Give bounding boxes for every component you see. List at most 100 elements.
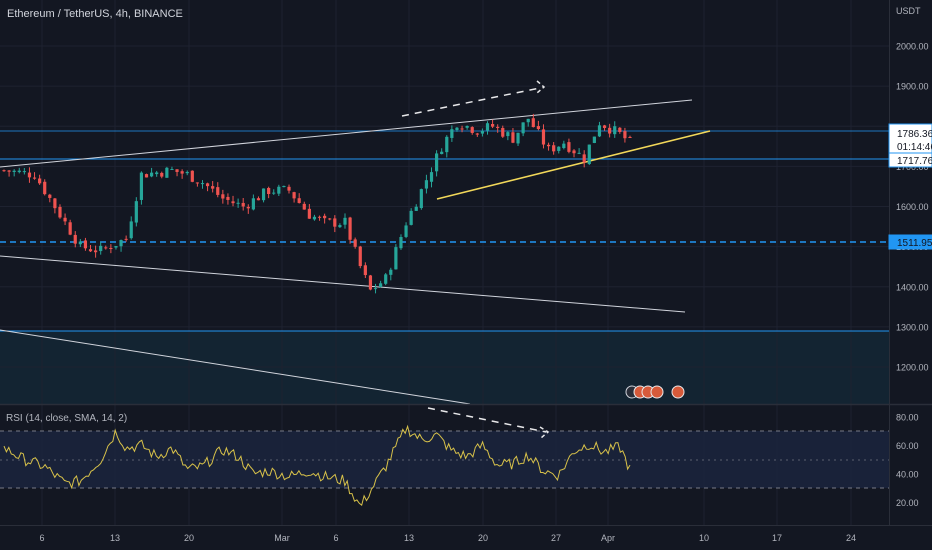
candle[interactable]	[2, 169, 6, 172]
candle[interactable]	[485, 121, 490, 135]
candle[interactable]	[190, 170, 194, 183]
candle[interactable]	[358, 245, 362, 269]
candle[interactable]	[373, 283, 378, 294]
candle[interactable]	[119, 239, 123, 252]
candle[interactable]	[506, 130, 510, 141]
candle[interactable]	[577, 148, 581, 155]
rsi-pane[interactable]: RSI (14, close, SMA, 14, 2)	[0, 407, 889, 506]
candle[interactable]	[267, 186, 271, 199]
candle[interactable]	[323, 213, 327, 224]
dashed-arrow-price[interactable]	[401, 80, 546, 117]
candle[interactable]	[155, 170, 159, 177]
candle[interactable]	[404, 222, 408, 239]
candle[interactable]	[317, 215, 322, 221]
candle[interactable]	[272, 189, 276, 195]
candle[interactable]	[68, 219, 72, 236]
event-markers[interactable]	[625, 385, 685, 399]
candle[interactable]	[490, 119, 495, 129]
candle[interactable]	[567, 138, 571, 154]
candle[interactable]	[460, 125, 464, 133]
candle[interactable]	[623, 127, 627, 143]
candle[interactable]	[99, 241, 103, 255]
candle[interactable]	[496, 124, 500, 133]
candle[interactable]	[129, 216, 133, 240]
candle[interactable]	[541, 124, 546, 149]
candle[interactable]	[389, 267, 393, 281]
yellow-support-trendline[interactable]	[436, 130, 711, 200]
candle[interactable]	[216, 182, 220, 198]
candle[interactable]	[134, 197, 138, 227]
candle[interactable]	[557, 146, 561, 154]
dashed-arrow-rsi[interactable]	[427, 407, 550, 439]
candle[interactable]	[43, 179, 47, 196]
candle[interactable]	[536, 120, 540, 131]
candle[interactable]	[465, 125, 469, 130]
candle[interactable]	[384, 272, 388, 286]
candle[interactable]	[185, 170, 189, 176]
time-axis[interactable]: 6 13 20 Mar 6 13 20 27 Apr 10 17 24	[0, 525, 932, 544]
candle[interactable]	[277, 184, 281, 197]
candle[interactable]	[343, 213, 347, 229]
candle[interactable]	[470, 126, 474, 135]
candle[interactable]	[312, 214, 317, 221]
candle[interactable]	[175, 169, 179, 177]
candle[interactable]	[221, 189, 225, 204]
candle[interactable]	[302, 201, 306, 210]
candle[interactable]	[205, 182, 210, 192]
candle[interactable]	[63, 213, 67, 226]
price-pane[interactable]: Ethereum / TetherUS, 4h, BINANCE	[0, 8, 889, 405]
candle[interactable]	[251, 194, 255, 211]
lower-channel-trendline[interactable]	[0, 255, 686, 313]
candle[interactable]	[307, 204, 311, 219]
candle[interactable]	[526, 118, 530, 127]
candle[interactable]	[7, 170, 11, 177]
candle[interactable]	[27, 167, 32, 183]
candle[interactable]	[521, 122, 525, 137]
candle[interactable]	[516, 132, 520, 146]
candle[interactable]	[297, 193, 301, 204]
candle[interactable]	[83, 237, 88, 251]
upper-channel-trendline[interactable]	[0, 99, 693, 168]
candle[interactable]	[104, 245, 108, 250]
candle[interactable]	[282, 185, 286, 188]
candle[interactable]	[618, 127, 622, 134]
candle[interactable]	[597, 121, 602, 138]
rsi-line[interactable]	[3, 424, 631, 506]
candle[interactable]	[394, 244, 398, 270]
event-marker-icon[interactable]	[671, 385, 685, 399]
candle[interactable]	[160, 171, 164, 179]
level-tag-1511[interactable]: 1511.95	[888, 234, 932, 250]
candle[interactable]	[480, 128, 485, 137]
candle[interactable]	[608, 123, 612, 138]
candle[interactable]	[48, 193, 52, 203]
candle[interactable]	[12, 169, 16, 177]
candle[interactable]	[572, 149, 576, 158]
candle[interactable]	[628, 135, 632, 139]
candle[interactable]	[348, 216, 352, 244]
candle[interactable]	[338, 223, 342, 229]
candle[interactable]	[236, 198, 240, 208]
candle[interactable]	[429, 167, 434, 188]
candle[interactable]	[455, 127, 459, 132]
candle[interactable]	[211, 181, 215, 193]
candle[interactable]	[475, 132, 479, 137]
candle[interactable]	[379, 280, 383, 288]
candle[interactable]	[139, 171, 144, 205]
candle[interactable]	[53, 197, 57, 214]
candle[interactable]	[261, 188, 266, 203]
candle[interactable]	[353, 237, 357, 249]
candle[interactable]	[241, 198, 245, 211]
candle[interactable]	[445, 135, 449, 158]
level-tag-1717[interactable]: 1717.76	[888, 152, 932, 168]
candle[interactable]	[292, 191, 296, 203]
candle[interactable]	[231, 195, 235, 207]
candle[interactable]	[256, 196, 261, 201]
candle[interactable]	[414, 204, 418, 211]
current-price-tag[interactable]: 1786.36 01:14:46	[888, 123, 932, 157]
candle[interactable]	[333, 215, 337, 233]
candle[interactable]	[22, 167, 26, 175]
candle[interactable]	[200, 180, 205, 189]
candle[interactable]	[180, 169, 184, 179]
candle[interactable]	[124, 235, 128, 242]
candle[interactable]	[546, 142, 551, 151]
